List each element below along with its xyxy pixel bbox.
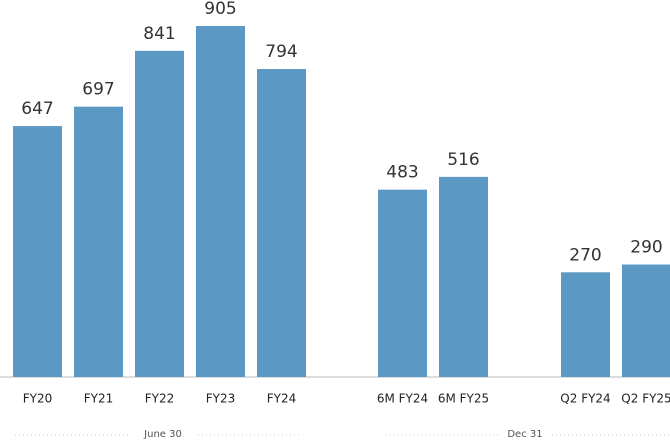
value-label: 794 [265, 42, 297, 62]
x-tick-label: Q2 FY25 [621, 392, 670, 406]
bar [622, 264, 670, 377]
group-label: June 30 [143, 429, 182, 440]
bar [561, 272, 610, 377]
value-label: 290 [630, 238, 662, 258]
value-label: 647 [21, 99, 53, 119]
value-label: 270 [569, 245, 601, 265]
x-tick-label: FY23 [206, 392, 236, 406]
bar [439, 176, 488, 377]
value-label: 905 [204, 0, 236, 19]
value-label: 697 [82, 80, 114, 100]
x-tick-label: 6M FY24 [377, 392, 428, 406]
value-label: 516 [447, 150, 479, 170]
bar [74, 106, 123, 378]
x-tick-label: Q2 FY24 [560, 392, 610, 406]
bar [13, 126, 62, 377]
bar [378, 189, 427, 377]
bar [196, 26, 245, 377]
x-tick-label: FY24 [267, 392, 297, 406]
x-tick-label: FY21 [84, 392, 114, 406]
x-tick-label: FY22 [145, 392, 175, 406]
value-label: 841 [143, 24, 175, 44]
value-label: 483 [386, 163, 418, 183]
bar [135, 50, 184, 378]
x-tick-label: 6M FY25 [438, 392, 489, 406]
x-tick-label: FY20 [23, 392, 53, 406]
bar [257, 69, 306, 377]
group-label: Dec 31 [507, 429, 542, 440]
